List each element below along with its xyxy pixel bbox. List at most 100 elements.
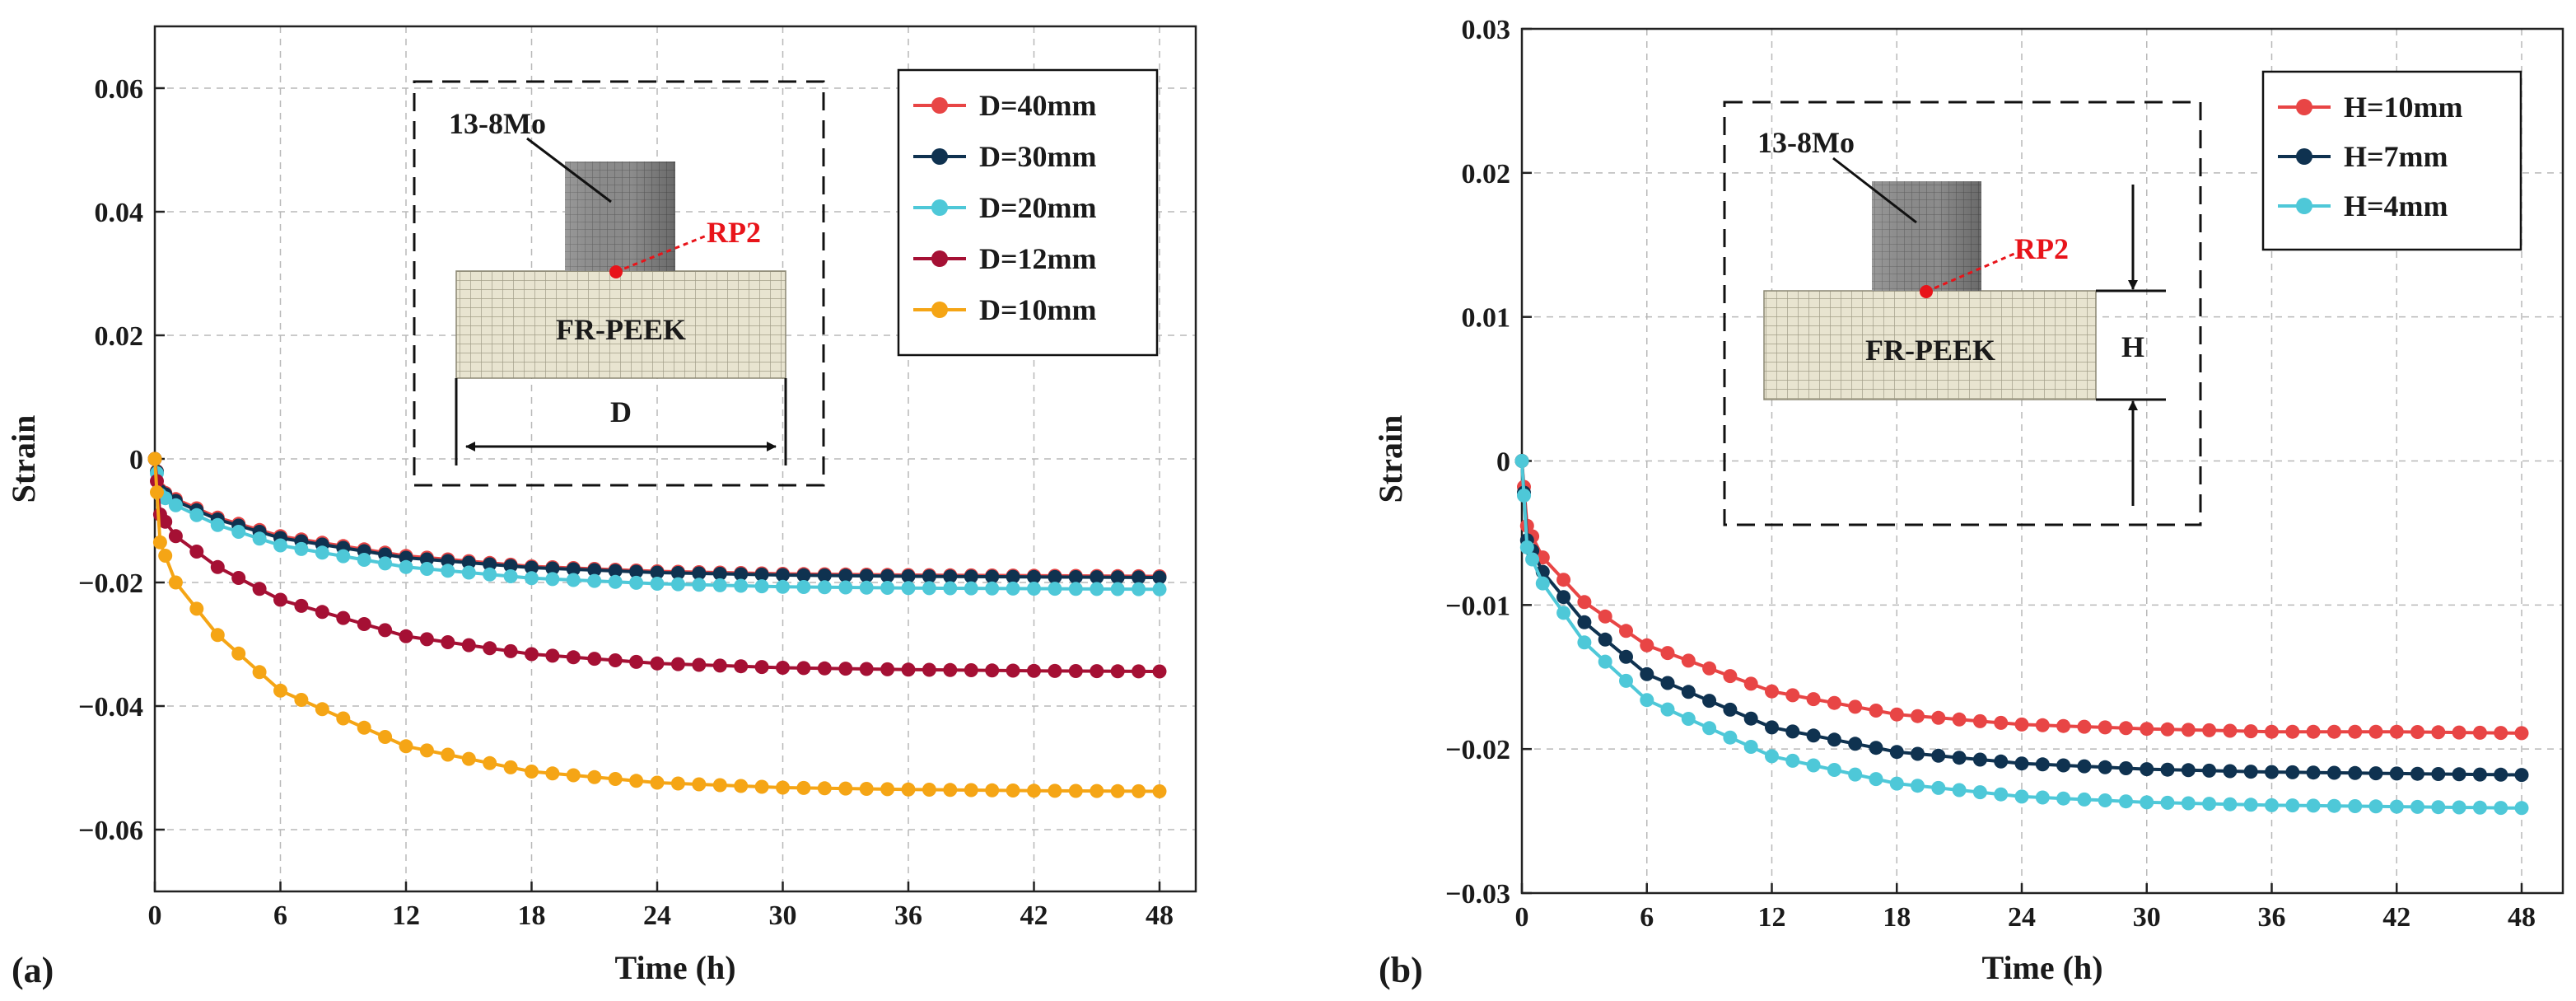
data-point [1577,615,1592,629]
data-point [1514,454,1529,468]
data-point [1869,741,1883,755]
inset-material-bottom-a: FR-PEEK [556,313,686,346]
data-point [629,564,644,579]
data-point [964,783,978,798]
data-point [1598,632,1612,647]
x-tick-label: 36 [2258,902,2286,933]
data-point [650,775,665,790]
data-point [1006,783,1020,798]
data-point [2160,722,2175,737]
data-point [1048,569,1062,584]
data-point [1619,673,1633,688]
data-point [189,508,204,522]
data-point [943,783,958,798]
data-point [796,780,811,795]
data-point [629,575,644,590]
data-point [1931,748,1946,763]
data-point [441,747,455,762]
data-point [189,545,204,559]
data-point [503,760,518,774]
x-tick-label: 42 [1020,900,1048,931]
data-point [231,571,246,585]
inset-schematic-b: 13-8Mo FR-PEEK RP2 H [1723,101,2202,526]
data-point [1827,732,1841,747]
data-point [985,663,1000,678]
data-point [838,662,853,676]
y-tick-label: −0.02 [1445,735,1510,765]
y-tick-label: 0.01 [1462,303,1511,334]
legend-item: D=40mm [913,89,1097,122]
data-point [2348,765,2363,780]
data-point [1889,745,1904,760]
legend-swatch-marker [931,302,948,318]
data-point [943,581,958,596]
data-point [838,580,853,595]
data-point [2389,724,2404,739]
data-point [252,582,267,596]
legend-item: H=7mm [2278,140,2448,173]
data-point [629,654,644,669]
peek-block-b [1763,290,2097,400]
data-point [2035,718,2050,732]
data-point [2306,724,2321,739]
panel-a: 0 6 12 18 24 30 36 42 48 −0.06 −0.04 −0.02 0 0.02 0.04… [5,25,1197,990]
data-point [859,580,874,595]
data-point [1702,661,1717,676]
data-point [2326,798,2341,813]
data-point [441,635,455,649]
data-point [1911,709,1925,723]
data-point [1702,694,1717,709]
data-point [692,578,707,592]
data-point [1952,751,1967,765]
data-point [587,573,602,588]
data-point [880,581,895,595]
data-point [922,662,936,677]
data-point [859,568,874,583]
data-point [1152,570,1167,585]
data-point [566,768,581,783]
data-point [1598,609,1612,624]
data-point [315,545,329,560]
data-point [2056,758,2071,773]
data-point [158,514,173,529]
data-point [1006,569,1020,584]
data-point [2285,765,2300,779]
data-point [1006,663,1020,678]
dimension-label-h: H [2121,330,2144,363]
data-point [483,567,497,582]
x-tick-label: 36 [894,900,922,931]
data-point [734,578,749,593]
data-point [419,562,434,576]
x-axis-label-b: Time (h) [1981,949,2102,986]
data-point [943,662,958,677]
series-h-4mm [1514,454,2529,816]
data-point [545,561,560,576]
data-point [2077,719,2092,734]
data-point [2326,765,2341,780]
series-d-10mm [147,451,1167,798]
data-point [1556,573,1571,587]
data-point [1660,646,1675,661]
data-point [2285,798,2300,813]
y-tick-label: 0.03 [1462,15,1511,45]
data-point [670,577,685,592]
data-point [587,563,602,578]
data-point [943,569,958,584]
data-point [1785,688,1800,703]
data-point [1660,702,1675,717]
data-point [1723,669,1738,684]
data-point [608,653,623,667]
data-point [441,564,455,578]
data-point [776,780,790,795]
data-point [1556,606,1571,620]
data-point [2035,790,2050,805]
data-point [2056,718,2071,733]
data-point [1132,570,1146,585]
data-point [2410,799,2424,814]
data-point [2494,726,2508,741]
data-point [2119,721,2133,736]
data-point [357,617,371,631]
data-point [2494,801,2508,816]
data-point [964,663,978,677]
data-point [2326,724,2341,739]
